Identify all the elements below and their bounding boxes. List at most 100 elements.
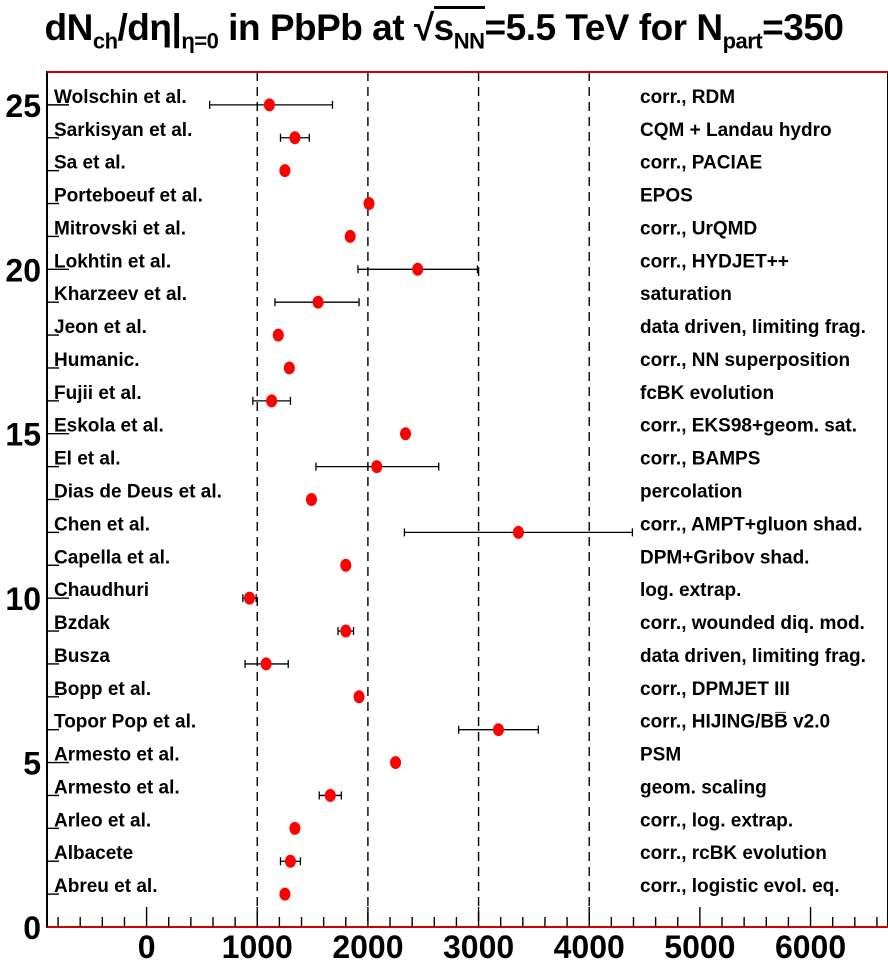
x-tick-label: 1000 [222, 929, 293, 962]
model-label: geom. scaling [640, 777, 767, 798]
title-part-a-sub: ch [92, 28, 118, 54]
author-label: Chaudhuri [54, 580, 149, 601]
data-point [305, 493, 317, 506]
data-point [363, 197, 375, 211]
title-part-a: dN [44, 7, 94, 48]
y-tick-labels: 0 5 10 15 20 25 [5, 88, 41, 946]
data-point [340, 558, 352, 572]
author-label: Armesto et al. [54, 777, 180, 798]
title-part-s: s [433, 7, 455, 48]
data-point [260, 657, 272, 671]
data-point [400, 427, 412, 441]
model-label: corr., RDM [640, 87, 735, 108]
title-part-e: =350 [762, 7, 844, 48]
model-label: percolation [640, 482, 742, 503]
model-label: corr., BAMPS [640, 449, 760, 470]
data-point [266, 394, 278, 408]
model-label: corr., AMPT+gluon shad. [640, 514, 863, 535]
author-label: Wolschin et al. [54, 87, 187, 108]
model-label: corr., rcBK evolution [640, 843, 827, 864]
axis-ticks [47, 104, 878, 927]
model-label: PSM [640, 745, 681, 766]
data-point [279, 164, 291, 178]
title-sqrt-arg: sNN [433, 6, 485, 54]
author-label: Eskola et al. [54, 416, 164, 437]
x-tick-label: 5000 [664, 929, 735, 962]
author-label: Fujii et al. [54, 383, 142, 404]
x-tick-label: 0 [138, 929, 156, 962]
data-point [244, 591, 256, 605]
author-label: Abreu et al. [54, 876, 157, 897]
data-point [492, 723, 504, 737]
model-label: corr., log. extrap. [640, 810, 793, 831]
y-tick-label: 25 [5, 88, 41, 124]
y-tick-label: 20 [5, 252, 41, 288]
author-label: Porteboeuf et al. [54, 186, 203, 207]
y-tick-label: 5 [23, 746, 41, 782]
data-point [283, 361, 295, 375]
author-label: Armesto et al. [54, 745, 180, 766]
data-point [390, 756, 402, 770]
data-point [272, 328, 284, 342]
model-label: log. extrap. [640, 580, 741, 601]
data-points [244, 98, 524, 901]
model-labels: corr., RDM CQM + Landau hydro corr., PACIA… [640, 87, 866, 897]
title-part-d-sub: part [722, 28, 763, 54]
author-label: Lokhtin et al. [54, 251, 171, 272]
author-label: Arleo et al. [54, 810, 151, 831]
model-label: corr., EKS98+geom. sat. [640, 416, 857, 437]
data-point [371, 460, 383, 474]
author-label: Albacete [54, 843, 133, 864]
title-part-s-sub: NN [453, 28, 485, 54]
data-point [324, 788, 336, 802]
model-label: EPOS [640, 186, 693, 207]
data-point [284, 854, 296, 868]
data-point [340, 624, 352, 638]
y-tick-label: 0 [23, 910, 41, 946]
author-label: Humanic. [54, 350, 140, 371]
title-part-b-sub: η=0 [181, 28, 219, 54]
author-label: El et al. [54, 449, 121, 470]
author-label: Mitrovski et al. [54, 218, 186, 239]
model-label: corr., logistic evol. eq. [640, 876, 840, 897]
data-point [279, 887, 291, 901]
model-label: corr., DPMJET III [640, 679, 790, 700]
data-point [512, 525, 524, 539]
author-label: Chen et al. [54, 514, 150, 535]
x-tick-label: 3000 [443, 929, 514, 962]
model-label: CQM + Landau hydro [640, 120, 832, 141]
error-bars [209, 100, 634, 866]
model-label: corr., UrQMD [640, 218, 757, 239]
data-point [289, 821, 301, 835]
x-tick-label: 4000 [554, 929, 625, 962]
model-label: corr., PACIAE [640, 153, 762, 174]
title-part-c: in PbPb at [218, 7, 414, 48]
y-tick-label: 10 [5, 581, 41, 617]
model-label: corr., HYDJET++ [640, 251, 789, 272]
model-label: corr., wounded diq. mod. [640, 613, 865, 634]
title-root-sign: √ [413, 7, 434, 48]
data-point [344, 229, 356, 243]
data-point [289, 131, 301, 145]
chart-title: dNch/dη|η=0 in PbPb at √sNN=5.5 TeV for … [0, 6, 888, 54]
author-label: Bopp et al. [54, 679, 151, 700]
model-label: data driven, limiting frag. [640, 646, 866, 667]
author-label: Topor Pop et al. [54, 712, 196, 733]
data-point [353, 690, 365, 704]
author-label: Bzdak [54, 613, 110, 634]
model-label: fcBK evolution [640, 383, 774, 404]
model-label: corr., HIJING/BB̅ v2.0 [640, 712, 830, 733]
model-label: data driven, limiting frag. [640, 317, 866, 338]
model-label: DPM+Gribov shad. [640, 547, 809, 568]
y-tick-label: 15 [5, 417, 41, 453]
title-part-d: =5.5 TeV for N [484, 7, 724, 48]
data-point [312, 295, 324, 309]
dashed-gridlines [256, 72, 590, 927]
data-point [263, 98, 275, 112]
author-label: Capella et al. [54, 547, 170, 568]
data-point [412, 262, 424, 276]
author-label: Sa et al. [54, 153, 126, 174]
author-label: Jeon et al. [54, 317, 147, 338]
x-tick-label: 2000 [332, 929, 403, 962]
